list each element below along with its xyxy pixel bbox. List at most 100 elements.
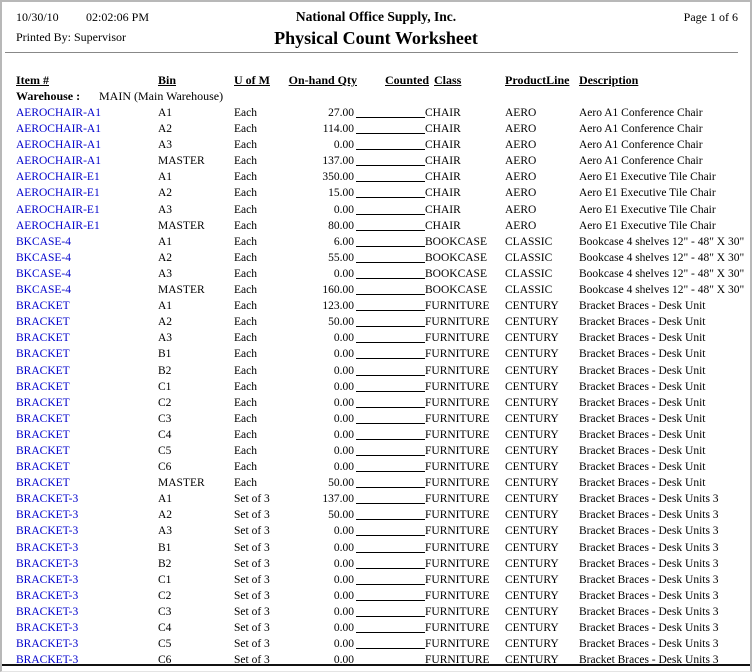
item-number-link[interactable]: BRACKET bbox=[16, 428, 70, 441]
uom-cell: Each bbox=[234, 364, 257, 377]
item-number-link[interactable]: BRACKET bbox=[16, 300, 70, 313]
report-date: 10/30/10 bbox=[16, 10, 59, 24]
uom-cell: Each bbox=[234, 171, 257, 184]
product-line-cell: AERO bbox=[505, 219, 537, 232]
uom-cell: Each bbox=[234, 251, 257, 264]
table-row: AEROCHAIR-A1 A2 Each 114.00 CHAIR AERO A… bbox=[2, 121, 750, 137]
onhand-qty-cell: 0.00 bbox=[333, 622, 354, 634]
counted-blank-line bbox=[356, 219, 425, 231]
item-number-link[interactable]: BRACKET bbox=[16, 477, 70, 490]
report-title: Physical Count Worksheet bbox=[274, 28, 478, 48]
onhand-qty-cell: 27.00 bbox=[328, 107, 354, 119]
item-number-link[interactable]: AEROCHAIR-A1 bbox=[16, 155, 101, 168]
counted-blank-line bbox=[356, 364, 425, 376]
bin-cell: C4 bbox=[158, 428, 172, 441]
item-number-link[interactable]: BRACKET bbox=[16, 396, 70, 409]
item-number-link[interactable]: AEROCHAIR-A1 bbox=[16, 123, 101, 136]
item-number-link[interactable]: BRACKET-3 bbox=[16, 589, 79, 602]
item-number-link[interactable]: AEROCHAIR-E1 bbox=[16, 203, 100, 216]
onhand-qty-cell: 0.00 bbox=[333, 348, 354, 361]
product-line-cell: CLASSIC bbox=[505, 235, 553, 248]
counted-blank-line bbox=[356, 380, 425, 392]
class-cell: CHAIR bbox=[425, 139, 461, 152]
counted-blank-line bbox=[356, 235, 425, 247]
onhand-qty-cell: 0.00 bbox=[333, 267, 354, 280]
item-number-link[interactable]: BRACKET-3 bbox=[16, 541, 79, 554]
item-number-link[interactable]: BRACKET-3 bbox=[16, 557, 79, 570]
onhand-qty-cell: 0.00 bbox=[333, 203, 354, 216]
uom-cell: Each bbox=[234, 396, 257, 409]
product-line-cell: CENTURY bbox=[505, 444, 559, 457]
warehouse-value: MAIN (Main Warehouse) bbox=[99, 89, 224, 103]
table-row: AEROCHAIR-E1 MASTER Each 80.00 CHAIR AER… bbox=[2, 218, 750, 234]
item-number-link[interactable]: BRACKET-3 bbox=[16, 509, 79, 522]
item-number-link[interactable]: BKCASE-4 bbox=[16, 284, 71, 297]
item-number-link[interactable]: AEROCHAIR-A1 bbox=[16, 139, 101, 152]
item-number-link[interactable]: BKCASE-4 bbox=[16, 267, 71, 280]
bin-cell: MASTER bbox=[158, 155, 205, 168]
counted-blank-line bbox=[356, 186, 425, 199]
onhand-qty-cell: 0.00 bbox=[333, 541, 354, 554]
product-line-cell: CENTURY bbox=[505, 509, 559, 522]
item-number-link[interactable]: AEROCHAIR-A1 bbox=[16, 107, 101, 119]
item-number-link[interactable]: BRACKET bbox=[16, 332, 70, 345]
warehouse-group-row: Warehouse : MAIN (Main Warehouse) bbox=[2, 89, 750, 105]
item-number-link[interactable]: BRACKET bbox=[16, 316, 70, 329]
onhand-qty-cell: 0.00 bbox=[333, 573, 354, 586]
class-cell: FURNITURE bbox=[425, 573, 490, 586]
bin-cell: B1 bbox=[158, 348, 172, 361]
bin-cell: C1 bbox=[158, 380, 172, 393]
column-header-product-line: ProductLine bbox=[505, 73, 570, 87]
description-cell: Aero A1 Conference Chair bbox=[579, 155, 703, 168]
item-number-link[interactable]: BRACKET bbox=[16, 412, 70, 425]
item-number-link[interactable]: BRACKET-3 bbox=[16, 638, 79, 651]
item-number-link[interactable]: BRACKET-3 bbox=[16, 622, 79, 634]
item-number-link[interactable]: BRACKET-3 bbox=[16, 573, 79, 586]
description-cell: Bracket Braces - Desk Unit bbox=[579, 461, 706, 474]
counted-blank-line bbox=[356, 573, 425, 585]
item-number-link[interactable]: BRACKET bbox=[16, 348, 70, 361]
header-divider bbox=[5, 52, 738, 53]
uom-cell: Each bbox=[234, 461, 257, 474]
onhand-qty-cell: 0.00 bbox=[333, 412, 354, 425]
item-number-link[interactable]: BRACKET bbox=[16, 461, 70, 474]
description-cell: Bracket Braces - Desk Units 3 bbox=[579, 622, 719, 634]
item-number-link[interactable]: BRACKET-3 bbox=[16, 654, 79, 667]
class-cell: FURNITURE bbox=[425, 605, 490, 618]
item-number-link[interactable]: BKCASE-4 bbox=[16, 235, 71, 248]
item-number-link[interactable]: AEROCHAIR-E1 bbox=[16, 187, 100, 200]
description-cell: Aero A1 Conference Chair bbox=[579, 107, 703, 119]
item-number-link[interactable]: AEROCHAIR-E1 bbox=[16, 219, 100, 232]
item-number-link[interactable]: BRACKET bbox=[16, 380, 70, 393]
page-bottom-divider bbox=[2, 664, 750, 666]
item-number-link[interactable]: BRACKET bbox=[16, 364, 70, 377]
class-cell: FURNITURE bbox=[425, 541, 490, 554]
item-number-link[interactable]: BRACKET bbox=[16, 444, 70, 457]
bin-cell: A3 bbox=[158, 525, 173, 538]
table-row: BRACKET A3 Each 0.00 FURNITURE CENTURY B… bbox=[2, 330, 750, 346]
item-number-link[interactable]: BRACKET-3 bbox=[16, 605, 79, 618]
description-cell: Bracket Braces - Desk Units 3 bbox=[579, 589, 719, 602]
onhand-qty-cell: 137.00 bbox=[322, 493, 354, 506]
bin-cell: C1 bbox=[158, 573, 172, 586]
product-line-cell: CENTURY bbox=[505, 622, 559, 634]
onhand-qty-cell: 0.00 bbox=[333, 654, 354, 667]
description-cell: Bookcase 4 shelves 12" - 48" X 30" bbox=[579, 251, 745, 264]
item-number-link[interactable]: BRACKET-3 bbox=[16, 525, 79, 538]
product-line-cell: CENTURY bbox=[505, 396, 559, 409]
class-cell: CHAIR bbox=[425, 203, 461, 216]
table-row: BRACKET C1 Each 0.00 FURNITURE CENTURY B… bbox=[2, 379, 750, 395]
item-number-link[interactable]: BKCASE-4 bbox=[16, 251, 71, 264]
uom-cell: Set of 3 bbox=[234, 509, 270, 522]
uom-cell: Each bbox=[234, 300, 257, 313]
class-cell: FURNITURE bbox=[425, 428, 490, 441]
onhand-qty-cell: 0.00 bbox=[333, 380, 354, 393]
uom-cell: Set of 3 bbox=[234, 605, 270, 618]
uom-cell: Set of 3 bbox=[234, 622, 270, 634]
table-row: BRACKET A2 Each 50.00 FURNITURE CENTURY … bbox=[2, 314, 750, 330]
item-number-link[interactable]: AEROCHAIR-E1 bbox=[16, 171, 100, 184]
class-cell: CHAIR bbox=[425, 107, 461, 119]
counted-blank-line bbox=[356, 347, 425, 360]
product-line-cell: CENTURY bbox=[505, 412, 559, 425]
item-number-link[interactable]: BRACKET-3 bbox=[16, 493, 79, 506]
